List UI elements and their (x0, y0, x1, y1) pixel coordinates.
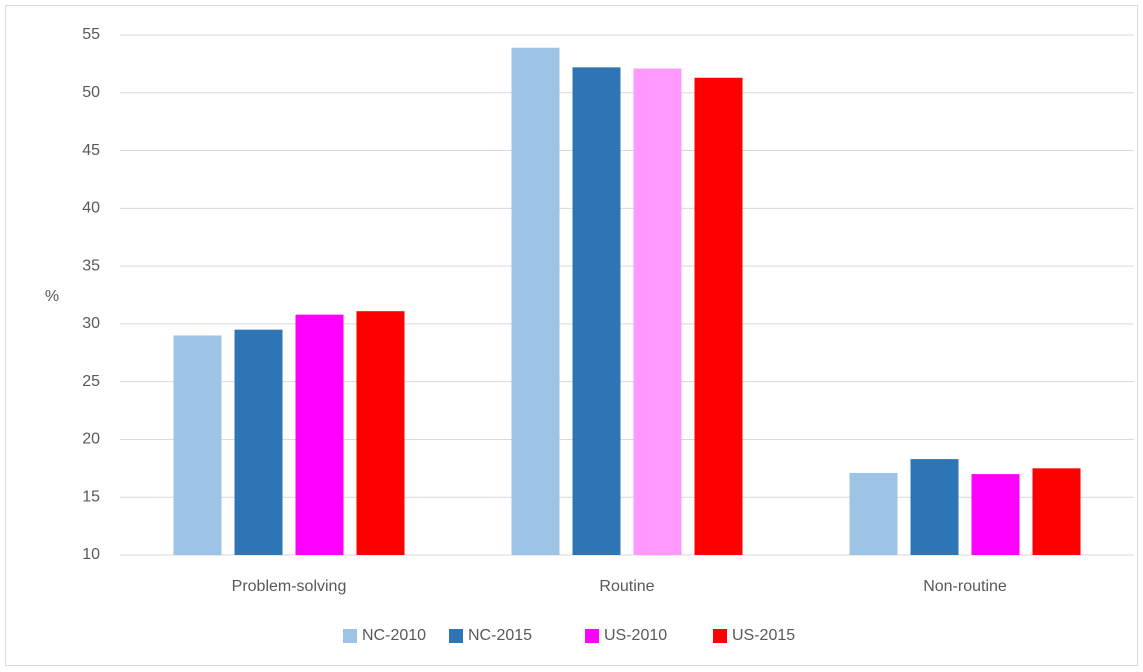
legend-label: NC-2010 (362, 627, 426, 644)
legend-swatch (585, 629, 599, 643)
x-tick-label: Problem-solving (232, 578, 347, 595)
legend-label: US-2010 (604, 627, 667, 644)
bar (694, 77, 743, 555)
y-tick-label: 45 (82, 142, 100, 159)
y-tick-label: 50 (82, 84, 100, 101)
bar (572, 67, 621, 555)
x-tick-label: Routine (599, 578, 654, 595)
bar (234, 329, 283, 555)
y-axis-label: % (45, 288, 59, 305)
bar (295, 314, 344, 555)
bar (849, 472, 898, 555)
bar (971, 474, 1020, 555)
y-tick-label: 10 (82, 546, 100, 563)
bar (511, 47, 560, 555)
y-tick-label: 20 (82, 431, 100, 448)
y-tick-label: 15 (82, 488, 100, 505)
legend-label: US-2015 (732, 627, 795, 644)
legend-swatch (343, 629, 357, 643)
legend-swatch (713, 629, 727, 643)
y-tick-label: 30 (82, 315, 100, 332)
bar (633, 68, 682, 555)
bar (356, 311, 405, 555)
legend-label: NC-2015 (468, 627, 532, 644)
legend-swatch (449, 629, 463, 643)
y-tick-label: 35 (82, 257, 100, 274)
y-tick-label: 25 (82, 373, 100, 390)
bar (1032, 468, 1081, 555)
x-tick-label: Non-routine (923, 578, 1007, 595)
y-tick-label: 40 (82, 200, 100, 217)
bar (173, 335, 222, 555)
bar (910, 459, 959, 555)
y-tick-label: 55 (82, 26, 100, 43)
